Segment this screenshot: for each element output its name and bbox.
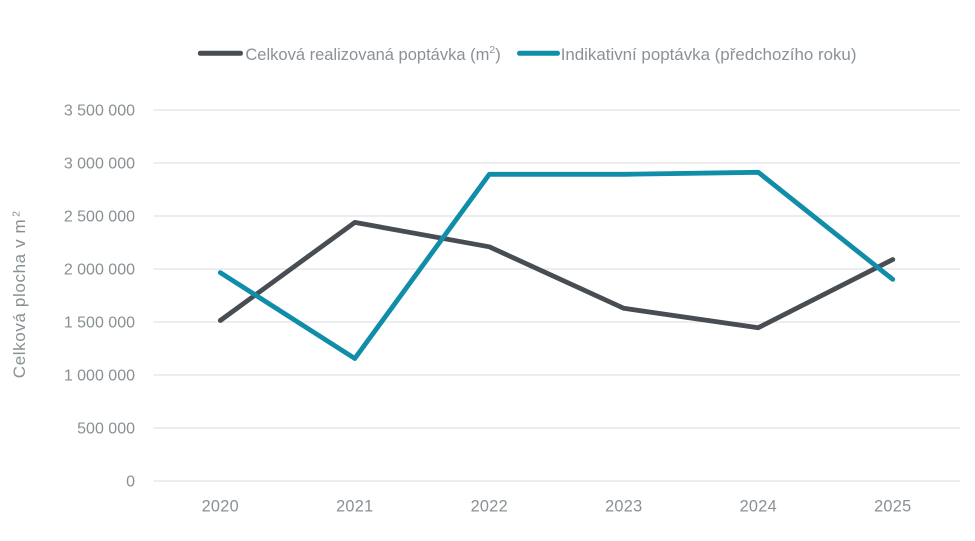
svg-text:2024: 2024 <box>740 498 777 516</box>
svg-text:2025: 2025 <box>874 498 911 516</box>
svg-text:Indikativní poptávka (předchoz: Indikativní poptávka (předchozího roku) <box>561 45 857 64</box>
svg-text:1 500 000: 1 500 000 <box>64 315 135 332</box>
svg-text:2022: 2022 <box>471 498 508 516</box>
svg-text:500 000: 500 000 <box>77 421 135 438</box>
svg-text:2 500 000: 2 500 000 <box>64 209 135 226</box>
svg-text:Celková plocha v m2: Celková plocha v m2 <box>10 210 29 378</box>
svg-text:2023: 2023 <box>605 498 642 516</box>
svg-text:2020: 2020 <box>202 498 239 516</box>
svg-text:2 000 000: 2 000 000 <box>64 262 135 279</box>
svg-text:0: 0 <box>126 474 135 491</box>
svg-text:Celková realizovaná poptávka (: Celková realizovaná poptávka (m2) <box>245 44 500 64</box>
svg-text:1 000 000: 1 000 000 <box>64 368 135 385</box>
svg-text:2021: 2021 <box>336 498 373 516</box>
svg-text:3 500 000: 3 500 000 <box>64 103 135 120</box>
svg-text:3 000 000: 3 000 000 <box>64 156 135 173</box>
